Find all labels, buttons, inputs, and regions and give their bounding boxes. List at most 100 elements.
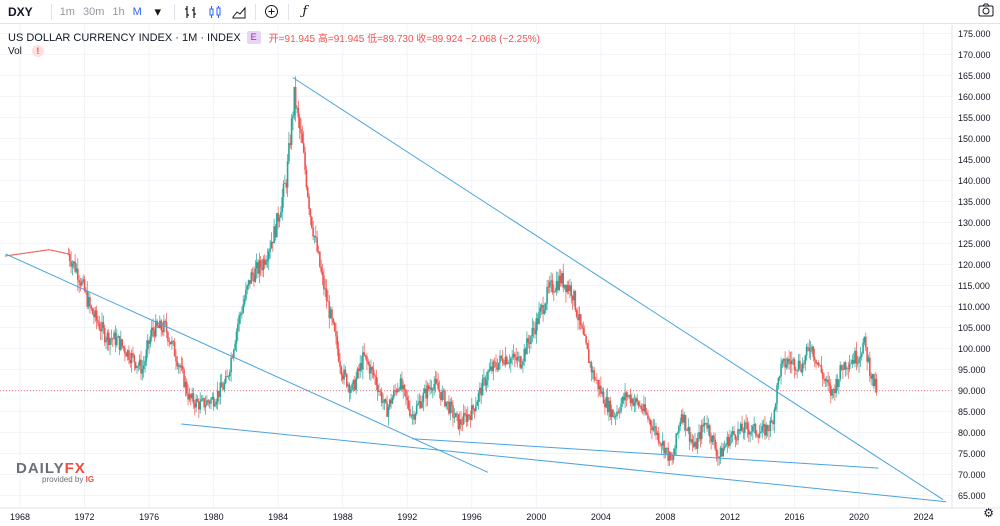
candle-dot xyxy=(35,250,38,253)
candle-body xyxy=(470,405,473,420)
candle-body xyxy=(171,340,173,345)
y-tick-label: 65.000 xyxy=(958,491,986,501)
candle-body xyxy=(237,323,239,332)
y-tick-label: 105.000 xyxy=(958,323,991,333)
candle-body xyxy=(484,377,487,386)
candle-body xyxy=(235,331,238,344)
candle-body xyxy=(594,379,597,381)
candle-body xyxy=(462,413,465,425)
candle-body xyxy=(461,424,464,425)
candle-body xyxy=(606,397,609,413)
chevron-down-icon[interactable]: ▾ xyxy=(154,3,162,19)
candle-body xyxy=(347,384,349,387)
symbol-button[interactable]: DXY xyxy=(8,4,33,19)
candle-body xyxy=(869,357,871,377)
candle-body xyxy=(738,429,741,431)
candle-body xyxy=(328,301,331,319)
area-style-icon[interactable] xyxy=(230,3,248,21)
candle-body xyxy=(208,401,211,404)
interval-1M[interactable]: M xyxy=(132,5,142,18)
candle-body xyxy=(308,196,310,210)
candle-body xyxy=(366,356,368,362)
series-title[interactable]: US DOLLAR CURRENCY INDEX · 1M · INDEX xyxy=(8,31,241,44)
candle-body xyxy=(74,261,76,272)
candle-body xyxy=(743,422,746,433)
candle-body xyxy=(596,379,598,381)
time-axis: 1968 1972 1976 1980 1984 1988 1992 1996 2000 2004… xyxy=(0,507,1000,522)
candle-body xyxy=(717,456,719,458)
candle-body xyxy=(253,274,255,282)
camera-icon[interactable] xyxy=(978,3,994,20)
candle-body xyxy=(667,447,669,461)
candle-body xyxy=(830,385,832,396)
candle-body xyxy=(280,212,282,218)
candle-body xyxy=(340,366,343,376)
candle-body xyxy=(153,330,156,337)
candle-body xyxy=(273,226,275,244)
candle-body xyxy=(122,346,125,348)
add-compare-icon[interactable] xyxy=(263,3,281,21)
candle-body xyxy=(647,414,649,420)
interval-1h[interactable]: 1h xyxy=(112,5,125,18)
candle-body xyxy=(719,447,722,457)
y-tick-label: 115.000 xyxy=(958,281,990,291)
warning-icon[interactable]: ! xyxy=(31,45,44,57)
candle-body xyxy=(745,422,747,424)
candle-body xyxy=(613,416,616,418)
candle-body xyxy=(329,309,332,319)
candle-body xyxy=(715,448,718,457)
candle-body xyxy=(81,280,83,286)
candle-body xyxy=(657,432,660,443)
candle-body xyxy=(107,332,110,346)
candle-body xyxy=(571,295,574,301)
y-tick-label: 70.000 xyxy=(958,470,986,480)
candle-body xyxy=(203,398,206,408)
y-tick-label: 100.000 xyxy=(958,344,991,354)
candle-body xyxy=(276,213,278,238)
candle-body xyxy=(204,405,207,408)
candle-body xyxy=(124,347,126,354)
candle-style-icon[interactable] xyxy=(206,3,224,21)
settings-gear-icon[interactable]: ⚙ xyxy=(983,506,994,520)
candle-dot xyxy=(15,253,17,256)
interval-30m[interactable]: 30m xyxy=(82,5,105,18)
candle-body xyxy=(481,378,484,396)
candle-body xyxy=(686,429,688,431)
candle-body xyxy=(105,340,107,343)
indicators-icon[interactable]: ƒ xyxy=(302,4,308,19)
y-tick-label: 95.000 xyxy=(958,365,986,375)
chart-grid xyxy=(0,25,952,508)
y-tick-label: 90.000 xyxy=(958,386,986,396)
candle-body xyxy=(828,383,831,386)
candle-body xyxy=(784,358,786,368)
x-tick-label: 1996 xyxy=(462,512,482,522)
candle-body xyxy=(593,370,595,380)
bar-style-icon[interactable] xyxy=(182,3,200,21)
ohlc-values: 开=91.945 高=91.945 低=89.730 收=89.924 −2.0… xyxy=(268,34,540,45)
top-toolbar: DXY 1m 30m 1h M ▾ ƒ xyxy=(0,0,1000,24)
candle-body xyxy=(663,441,665,454)
candle-body xyxy=(765,425,768,436)
interval-1m[interactable]: 1m xyxy=(59,5,75,18)
candle-body xyxy=(531,328,534,337)
candle-body xyxy=(820,365,823,373)
candle-body xyxy=(866,347,868,362)
candle-body xyxy=(559,275,562,284)
events-badge[interactable]: E xyxy=(246,31,261,44)
candle-body xyxy=(148,340,150,344)
candle-body xyxy=(762,424,765,427)
candle-body xyxy=(359,363,361,372)
volume-label[interactable]: Vol xyxy=(8,45,22,57)
candle-body xyxy=(301,133,304,144)
candle-body xyxy=(875,378,878,393)
candle-body xyxy=(585,335,587,344)
candle-body xyxy=(469,416,472,420)
candle-body xyxy=(512,354,515,358)
candle-body xyxy=(850,363,852,365)
candle-body xyxy=(179,365,181,368)
y-tick-label: 140.000 xyxy=(958,176,991,186)
candle-dot xyxy=(51,249,54,252)
candle-body xyxy=(704,422,707,424)
candle-body xyxy=(624,392,626,401)
